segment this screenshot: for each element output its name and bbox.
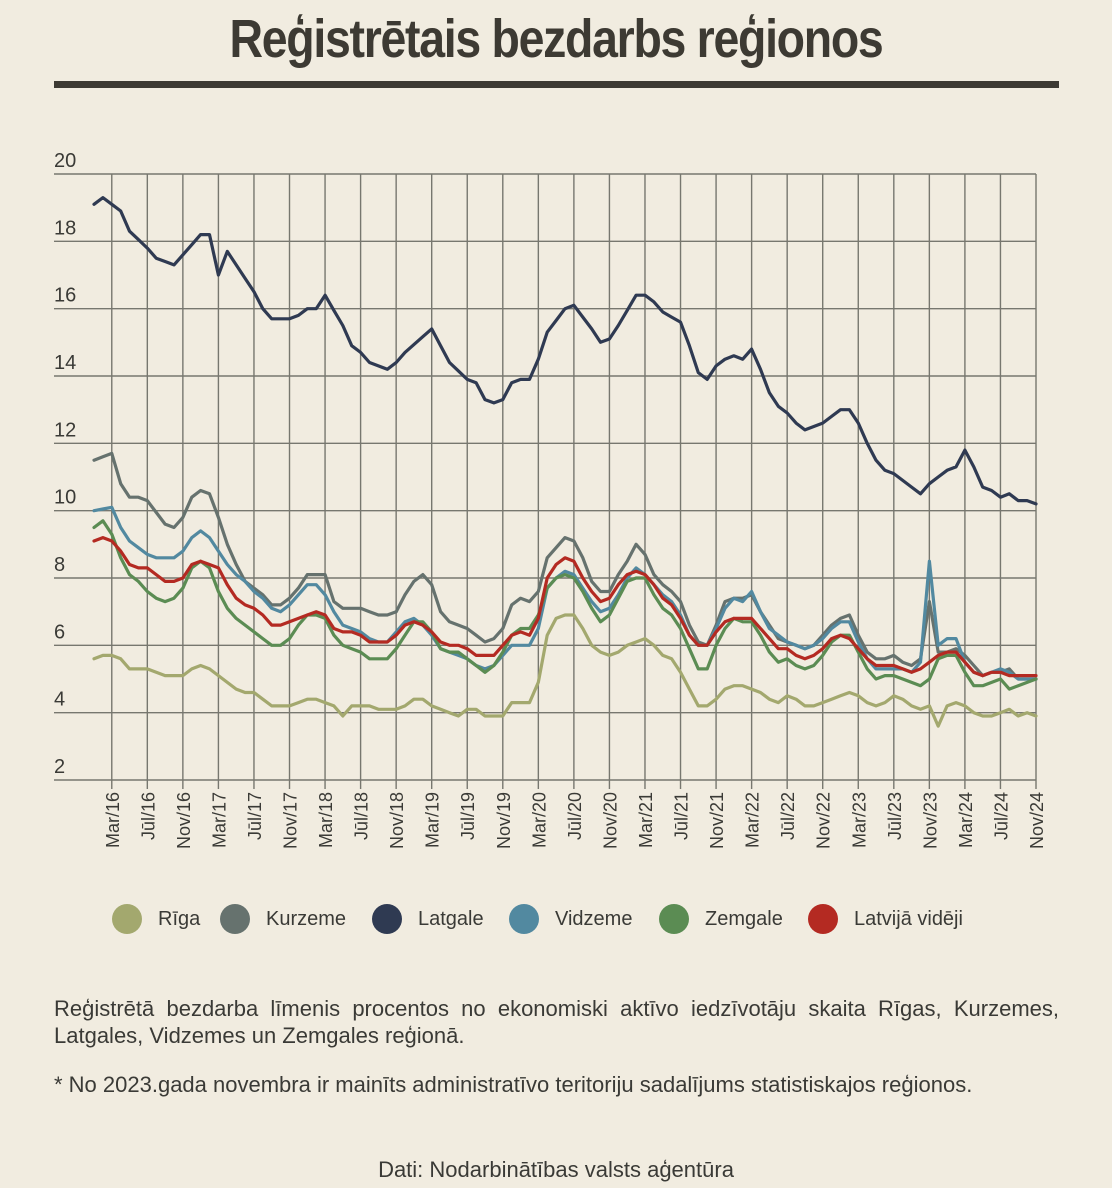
y-tick-label: 10 [54, 487, 76, 509]
y-tick-label: 4 [54, 689, 65, 711]
notes: Reģistrētā bezdarba līmenis procentos no… [54, 995, 1059, 1120]
line-chart: 2 4 6 8 10 12 14 16 18 20 Mar/16 Jūl/16 Nov/16 Mar/17… [54, 150, 1047, 849]
y-tick-label: 20 [54, 150, 76, 172]
legend-label: Vidzeme [555, 908, 633, 930]
y-tick-label: 8 [54, 554, 65, 576]
series-line-rīga [92, 613, 1038, 728]
y-tick-label: 2 [54, 756, 65, 778]
x-tick-label: Nov/20 [600, 792, 620, 849]
series-line-vidzeme [92, 505, 1038, 681]
legend-marker [509, 904, 539, 934]
legend-marker [808, 904, 838, 934]
x-tick-label: Mar/16 [103, 792, 123, 848]
legend-label: Latvijā vidēji [854, 908, 963, 930]
x-tick-label: Jūl/19 [458, 792, 478, 840]
y-tick-label: 14 [54, 352, 76, 374]
x-tick-label: Nov/21 [707, 792, 727, 849]
x-tick-label: Nov/16 [174, 792, 194, 849]
series-line-latvijā-vidēji [92, 535, 1038, 678]
legend-marker [220, 904, 250, 934]
x-tick-label: Mar/22 [743, 792, 763, 848]
description-text: Reģistrētā bezdarba līmenis procentos no… [54, 996, 1059, 1048]
x-tick-label: Jūl/16 [138, 792, 158, 840]
series-line-latgale [92, 196, 1038, 506]
legend-marker [112, 904, 142, 934]
series-line-zemgale [92, 519, 1038, 691]
chart-title: Reģistrētais bezdarbs reģionos [229, 9, 884, 69]
x-tick-label: Mar/17 [209, 792, 229, 848]
legend-label: Rīga [158, 908, 201, 930]
title-underline [54, 81, 1059, 88]
legend-label: Latgale [418, 908, 484, 930]
x-tick-label: Mar/24 [956, 792, 976, 848]
x-tick-label: Mar/18 [316, 792, 336, 848]
x-tick-label: Nov/23 [920, 792, 940, 849]
x-tick-label: Jūl/23 [885, 792, 905, 840]
x-tick-label: Nov/17 [281, 792, 301, 849]
y-tick-label: 12 [54, 419, 76, 441]
source-text: Dati: Nodarbinātības valsts aģentūra [378, 1157, 734, 1182]
x-tick-label: Nov/24 [1027, 792, 1047, 849]
x-tick-label: Nov/18 [387, 792, 407, 849]
x-tick-label: Mar/19 [423, 792, 443, 848]
x-tick-label: Mar/20 [529, 792, 549, 848]
legend-marker [372, 904, 402, 934]
x-tick-label: Jūl/21 [672, 792, 692, 840]
x-tick-label: Nov/22 [814, 792, 834, 849]
legend-marker [659, 904, 689, 934]
legend-label: Zemgale [705, 908, 783, 930]
x-tick-label: Nov/19 [494, 792, 514, 849]
x-tick-label: Jūl/22 [778, 792, 798, 840]
y-tick-label: 16 [54, 285, 76, 307]
legend-label: Kurzeme [266, 908, 347, 930]
x-tick-label: Mar/23 [849, 792, 869, 848]
x-tick-label: Jūl/17 [245, 792, 265, 840]
y-tick-label: 18 [54, 217, 76, 239]
x-tick-label: Mar/21 [636, 792, 656, 848]
legend: Rīga Kurzeme Latgale Vidzeme Zemgale Latvijā … [0, 900, 1112, 940]
x-tick-label: Jūl/24 [991, 792, 1011, 840]
x-tick-label: Jūl/20 [565, 792, 585, 840]
x-tick-label: Jūl/18 [352, 792, 372, 840]
y-tick-label: 6 [54, 621, 65, 643]
footnote-text: * No 2023.gada novembra ir mainīts admin… [54, 1072, 973, 1097]
